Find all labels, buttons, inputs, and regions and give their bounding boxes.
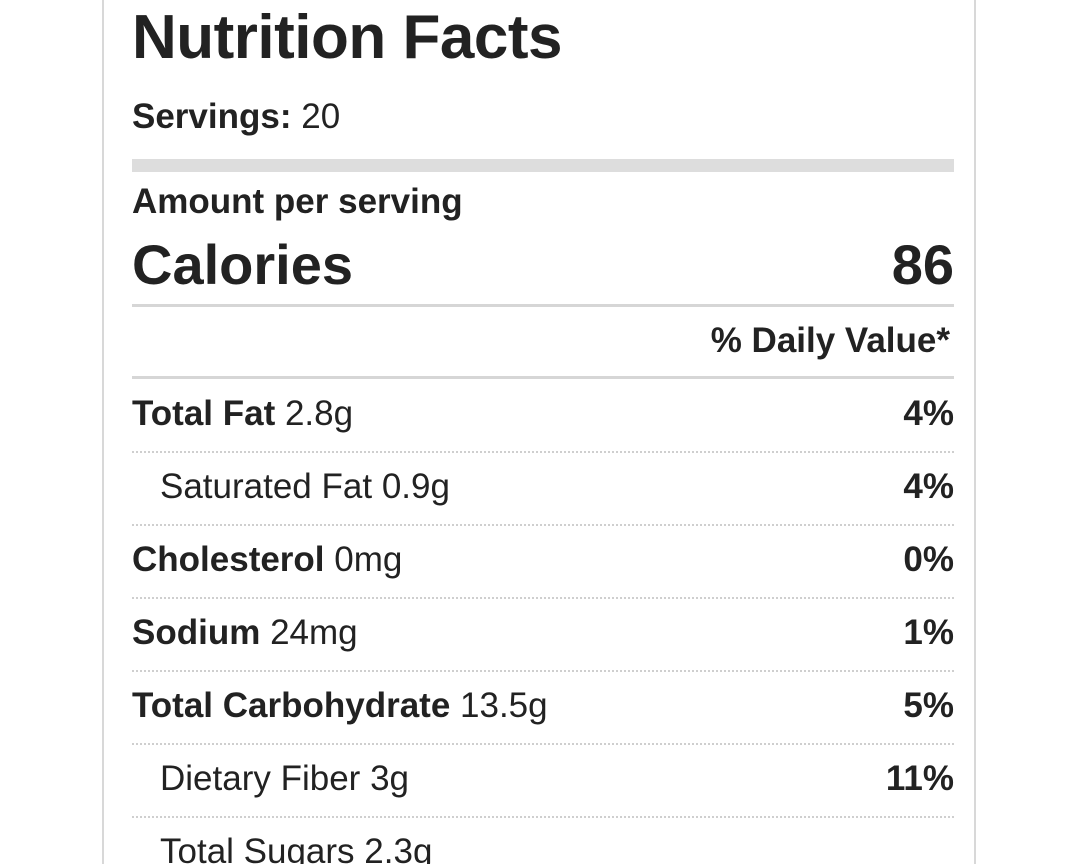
nutrient-amount: 13.5g xyxy=(460,686,548,725)
calories-row: Calories 86 xyxy=(132,230,954,300)
nutrient-daily-value: 0% xyxy=(903,540,954,579)
nutrient-name: Cholesterol xyxy=(132,540,325,579)
nutrient-row-cholesterol: Cholesterol 0mg 0% xyxy=(132,526,954,599)
nutrient-daily-value: 1% xyxy=(903,613,954,652)
nutrient-daily-value: 4% xyxy=(903,394,954,433)
nutrient-amount: 0.9g xyxy=(381,467,450,506)
calories-value: 86 xyxy=(891,233,954,296)
daily-value-divider xyxy=(132,376,954,379)
amount-per-serving-label: Amount per serving xyxy=(132,182,463,221)
servings-label: Servings: xyxy=(132,97,292,136)
servings-line: Servings: 20 xyxy=(132,96,340,138)
nutrient-amount: 0mg xyxy=(334,540,403,579)
nutrient-row-dietary-fiber: Dietary Fiber 3g 11% xyxy=(132,745,954,818)
nutrient-name: Total Carbohydrate xyxy=(132,686,451,725)
nutrient-amount: 24mg xyxy=(270,613,358,652)
nutrient-name: Total Fat xyxy=(132,394,276,433)
nutrient-amount: 2.3g xyxy=(364,832,433,864)
servings-value: 20 xyxy=(301,97,341,136)
nutrient-row-total-sugars: Total Sugars 2.3g xyxy=(132,818,954,864)
nutrient-row-total-carbohydrate: Total Carbohydrate 13.5g 5% xyxy=(132,672,954,745)
nutrient-daily-value: 11% xyxy=(885,759,954,798)
nutrient-name: Saturated Fat xyxy=(160,467,373,506)
nutrient-daily-value: 4% xyxy=(903,467,954,506)
nutrient-daily-value: 5% xyxy=(903,686,954,725)
calories-divider xyxy=(132,304,954,307)
thick-divider xyxy=(132,159,954,172)
nutrient-amount: 2.8g xyxy=(284,394,354,433)
nutrient-name: Total Sugars xyxy=(160,832,355,864)
nutrient-amount: 3g xyxy=(370,759,409,798)
nutrition-facts-title: Nutrition Facts xyxy=(132,3,562,72)
nutrition-facts-panel: Nutrition Facts Servings: 20 Amount per … xyxy=(102,0,976,864)
nutrient-name: Dietary Fiber xyxy=(160,759,361,798)
daily-value-header: % Daily Value* xyxy=(710,321,950,360)
nutrient-name: Sodium xyxy=(132,613,261,652)
nutrient-list: Total Fat 2.8g 4% Saturated Fat 0.9g 4% … xyxy=(132,380,954,864)
nutrient-row-sodium: Sodium 24mg 1% xyxy=(132,599,954,672)
nutrient-row-total-fat: Total Fat 2.8g 4% xyxy=(132,380,954,453)
calories-label: Calories xyxy=(132,233,353,296)
nutrient-row-saturated-fat: Saturated Fat 0.9g 4% xyxy=(132,453,954,526)
